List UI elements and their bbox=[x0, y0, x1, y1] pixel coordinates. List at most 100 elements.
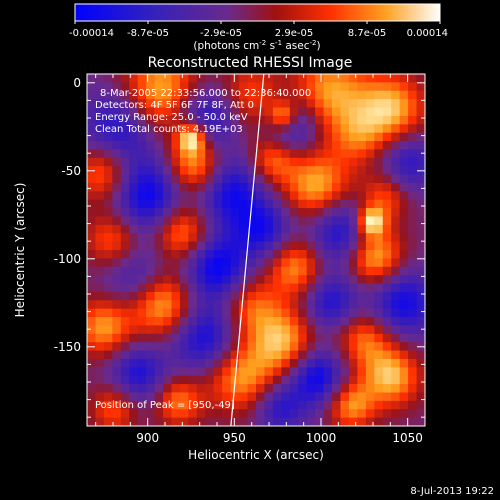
heatmap-cell bbox=[256, 224, 266, 234]
heatmap-cell bbox=[399, 392, 409, 402]
heatmap-cell bbox=[95, 300, 105, 310]
heatmap-cell bbox=[348, 384, 358, 394]
heatmap-cell bbox=[399, 409, 409, 419]
heatmap-cell bbox=[332, 115, 342, 125]
heatmap-cell bbox=[137, 342, 147, 352]
heatmap-cell bbox=[289, 392, 299, 402]
heatmap-cell bbox=[323, 258, 333, 268]
heatmap-cell bbox=[382, 208, 392, 218]
heatmap-cell bbox=[391, 266, 401, 276]
heatmap-cell bbox=[382, 132, 392, 142]
heatmap-cell bbox=[188, 317, 198, 327]
heatmap-cell bbox=[306, 258, 316, 268]
heatmap-cell bbox=[146, 132, 156, 142]
heatmap-cell bbox=[332, 308, 342, 318]
heatmap-cell bbox=[230, 308, 240, 318]
heatmap-cell bbox=[382, 149, 392, 159]
heatmap-cell bbox=[408, 300, 418, 310]
heatmap-cell bbox=[340, 233, 350, 243]
heatmap-cell bbox=[272, 132, 282, 142]
heatmap-cell bbox=[222, 224, 232, 234]
heatmap-cell bbox=[382, 82, 392, 92]
heatmap-cell bbox=[306, 300, 316, 310]
heatmap-cell bbox=[239, 250, 249, 259]
heatmap-cell bbox=[247, 350, 257, 360]
heatmap-cell bbox=[298, 325, 308, 335]
heatmap-cell bbox=[382, 74, 392, 83]
heatmap-cell bbox=[382, 124, 392, 134]
heatmap-cell bbox=[103, 241, 113, 251]
heatmap-cell bbox=[87, 233, 97, 243]
heatmap-cell bbox=[281, 82, 291, 92]
heatmap-cell bbox=[205, 409, 215, 419]
heatmap-cell bbox=[289, 149, 299, 159]
heatmap-cell bbox=[416, 258, 425, 268]
heatmap-cell bbox=[391, 115, 401, 125]
heatmap-cell bbox=[188, 241, 198, 251]
heatmap-cell bbox=[340, 99, 350, 109]
heatmap-cell bbox=[340, 132, 350, 142]
heatmap-cell bbox=[171, 149, 181, 159]
heatmap-cell bbox=[179, 409, 189, 419]
heatmap-cell bbox=[281, 384, 291, 394]
heatmap-cell bbox=[306, 308, 316, 318]
heatmap-cell bbox=[365, 233, 375, 243]
heatmap-cell bbox=[129, 233, 139, 243]
heatmap-cell bbox=[205, 216, 215, 226]
heatmap-cell bbox=[357, 241, 367, 251]
heatmap-cell bbox=[391, 107, 401, 117]
heatmap-cell bbox=[264, 358, 274, 368]
heatmap-cell bbox=[120, 258, 130, 268]
heatmap-cell bbox=[112, 300, 122, 310]
heatmap-cell bbox=[382, 375, 392, 385]
heatmap-cell bbox=[196, 216, 206, 226]
heatmap-cell bbox=[357, 250, 367, 259]
heatmap-cell bbox=[120, 74, 130, 83]
heatmap-cell bbox=[256, 275, 266, 285]
heatmap-cell bbox=[391, 166, 401, 176]
heatmap-cell bbox=[171, 367, 181, 377]
heatmap-cell bbox=[399, 90, 409, 100]
heatmap-cell bbox=[239, 342, 249, 352]
heatmap-cell bbox=[247, 358, 257, 368]
heatmap-cell bbox=[205, 199, 215, 209]
heatmap-cell bbox=[205, 174, 215, 184]
heatmap-cell bbox=[205, 384, 215, 394]
heatmap-cell bbox=[230, 409, 240, 419]
heatmap-cell bbox=[391, 241, 401, 251]
heatmap-cell bbox=[179, 124, 189, 134]
heatmap-cell bbox=[87, 149, 97, 159]
heatmap-cell bbox=[374, 199, 384, 209]
heatmap-cell bbox=[281, 266, 291, 276]
heatmap-cell bbox=[340, 275, 350, 285]
heatmap-cell bbox=[357, 266, 367, 276]
heatmap-cell bbox=[399, 115, 409, 125]
heatmap-cell bbox=[382, 308, 392, 318]
heatmap-cell bbox=[129, 82, 139, 92]
heatmap-cell bbox=[298, 115, 308, 125]
heatmap-cell bbox=[306, 107, 316, 117]
heatmap-cell bbox=[408, 392, 418, 402]
heatmap-cell bbox=[137, 224, 147, 234]
heatmap-cell bbox=[112, 400, 122, 410]
heatmap-cell bbox=[256, 250, 266, 259]
heatmap-cell bbox=[332, 90, 342, 100]
heatmap-cell bbox=[348, 132, 358, 142]
heatmap-cell bbox=[256, 409, 266, 419]
heatmap-cell bbox=[256, 291, 266, 301]
heatmap-cell bbox=[332, 132, 342, 142]
heatmap-cell bbox=[416, 317, 425, 327]
heatmap-cell bbox=[87, 375, 97, 385]
heatmap-cell bbox=[213, 216, 223, 226]
heatmap-cell bbox=[416, 400, 425, 410]
heatmap-cell bbox=[340, 266, 350, 276]
heatmap-cell bbox=[256, 350, 266, 360]
heatmap-cell bbox=[154, 317, 164, 327]
heatmap-cell bbox=[289, 224, 299, 234]
heatmap-cell bbox=[382, 233, 392, 243]
heatmap-cell bbox=[374, 82, 384, 92]
heatmap-cell bbox=[365, 224, 375, 234]
heatmap-cell bbox=[230, 266, 240, 276]
heatmap-cell bbox=[163, 74, 173, 83]
heatmap-cell bbox=[272, 208, 282, 218]
